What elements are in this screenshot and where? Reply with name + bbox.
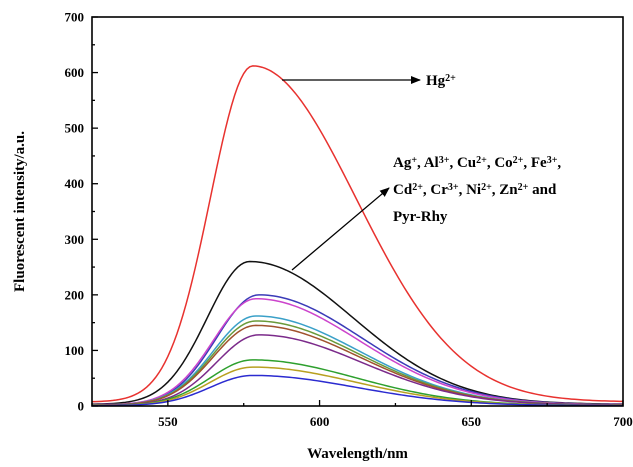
y-axis-title: Fluorescent intensity/a.u.	[12, 131, 28, 292]
curve-series-1	[91, 65, 624, 403]
y-tick-label: 400	[65, 176, 85, 191]
other-ions-label-line-3: Pyr-Rhy	[393, 209, 448, 225]
curve-series-10	[91, 366, 624, 407]
y-tick-label: 700	[65, 10, 85, 25]
other-ions-arrow	[291, 187, 390, 271]
annotations-group: Hg2+ Ag+, Al3+, Cu2+, Co2+, Fe3+, Cd2+, Cr…	[282, 73, 561, 271]
y-tick-label: 600	[65, 65, 85, 80]
curve-series-8	[91, 334, 624, 406]
curve-series-11	[91, 374, 623, 407]
x-axis-title: Wavelength/nm	[307, 446, 408, 462]
curve-series-7	[91, 324, 624, 406]
y-tick-label: 500	[65, 121, 85, 136]
x-tick-label: 600	[310, 414, 330, 429]
y-tick-label: 200	[65, 287, 85, 302]
x-tick-label: 650	[462, 414, 482, 429]
y-tick-label: 100	[65, 343, 85, 358]
x-ticks-group: 550 600 650 700	[91, 400, 633, 429]
y-tick-label: 0	[78, 399, 85, 414]
y-ticks-group: 0 100 200 300 400 500 600 700	[65, 10, 98, 414]
other-ions-label-line-2: Cd2+, Cr3+, Ni2+, Zn2+ and	[393, 182, 557, 199]
other-ions-label-line-1: Ag+, Al3+, Cu2+, Co2+, Fe3+,	[393, 155, 561, 172]
y-tick-label: 300	[65, 232, 85, 247]
curves-group	[91, 65, 624, 407]
curve-series-6	[91, 320, 624, 406]
hg-label-line-1: Hg2+	[426, 73, 456, 90]
curve-series-4	[91, 297, 624, 406]
x-tick-label: 550	[158, 414, 178, 429]
x-tick-label: 700	[613, 414, 633, 429]
